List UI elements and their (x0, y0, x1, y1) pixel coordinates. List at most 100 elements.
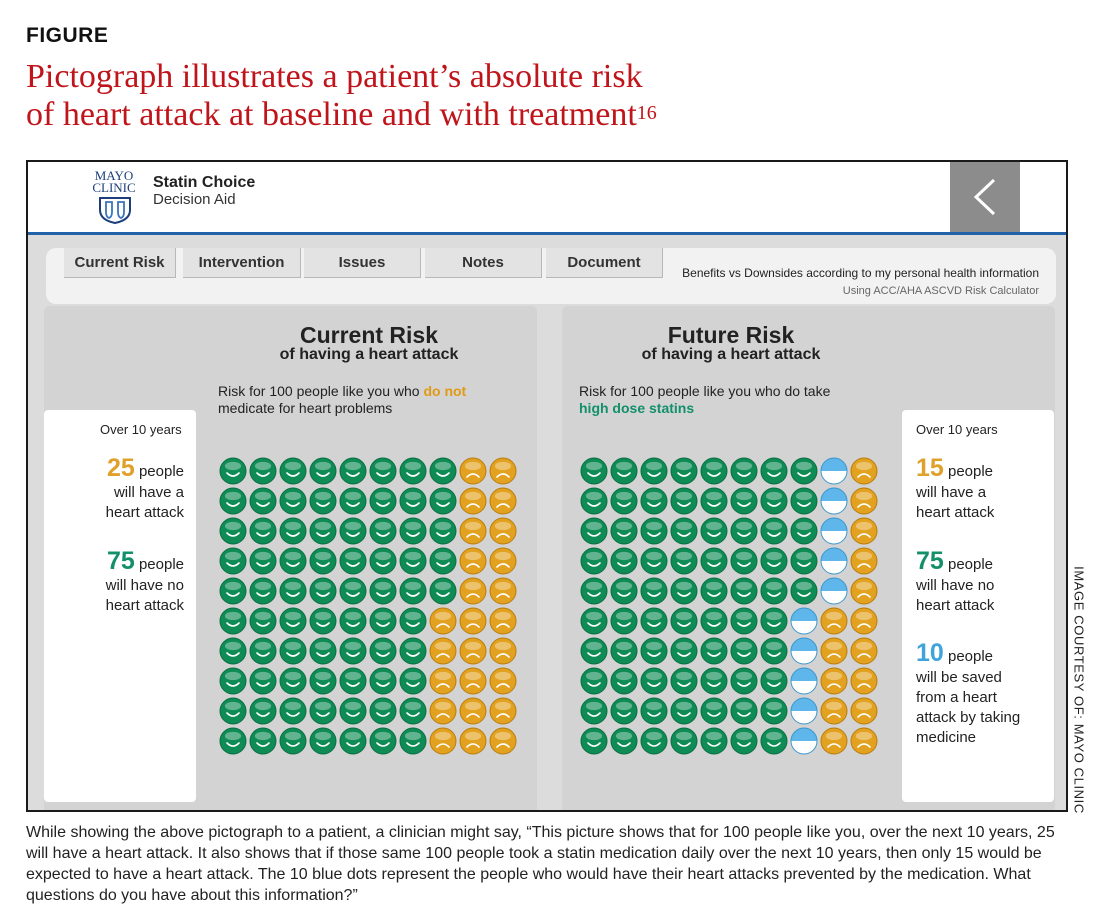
current-stat-no-heart-attack: 75 people will have no heart attack (54, 547, 184, 616)
green-face-marker (399, 697, 427, 725)
green-face-marker (700, 697, 728, 725)
green-face-marker (399, 517, 427, 545)
future-stat2-line3: heart attack (916, 597, 995, 614)
green-face-marker (640, 607, 668, 635)
current-stat2-line2: will have no (105, 577, 184, 594)
orange-face-marker (850, 457, 878, 485)
green-face-marker (369, 637, 397, 665)
orange-face-marker (459, 517, 487, 545)
green-face-marker (339, 697, 367, 725)
blue-face-marker (790, 607, 818, 635)
green-face-marker (339, 487, 367, 515)
green-face-marker (279, 637, 307, 665)
green-face-marker (219, 457, 247, 485)
orange-face-marker (489, 727, 517, 755)
future-risk-pictograph (580, 457, 878, 755)
green-face-marker (640, 457, 668, 485)
green-face-marker (730, 637, 758, 665)
future-card-header: Over 10 years (916, 422, 998, 437)
green-face-marker (700, 487, 728, 515)
orange-face-marker (459, 727, 487, 755)
green-face-marker (760, 697, 788, 725)
green-face-marker (670, 607, 698, 635)
tab-intervention[interactable]: Intervention (183, 248, 301, 278)
figure-title-line1: Pictograph illustrates a patient’s absol… (26, 58, 643, 95)
blue-face-marker (790, 727, 818, 755)
blue-face-marker (820, 577, 848, 605)
back-button[interactable] (950, 162, 1020, 232)
green-face-marker (219, 517, 247, 545)
green-face-marker (670, 577, 698, 605)
nav-panel: Current Risk Intervention Issues Notes D… (46, 248, 1056, 304)
current-stat1-line3: heart attack (105, 504, 184, 521)
green-face-marker (730, 667, 758, 695)
green-face-marker (760, 667, 788, 695)
green-face-marker (399, 637, 427, 665)
green-face-marker (279, 697, 307, 725)
green-face-marker (399, 487, 427, 515)
tab-issues[interactable]: Issues (304, 248, 421, 278)
future-risk-subtitle: of having a heart attack (641, 346, 821, 363)
green-face-marker (640, 577, 668, 605)
orange-face-marker (459, 547, 487, 575)
orange-face-marker (850, 517, 878, 545)
tab-notes[interactable]: Notes (425, 248, 542, 278)
green-face-marker (580, 607, 608, 635)
orange-face-marker (459, 637, 487, 665)
green-face-marker (309, 607, 337, 635)
green-face-marker (339, 577, 367, 605)
green-face-marker (610, 577, 638, 605)
orange-face-marker (459, 697, 487, 725)
tab-document[interactable]: Document (546, 248, 663, 278)
green-face-marker (730, 487, 758, 515)
green-face-marker (610, 547, 638, 575)
green-face-marker (760, 457, 788, 485)
green-face-marker (249, 697, 277, 725)
current-stat1-word: people (138, 463, 184, 480)
current-stat2-number: 75 (106, 547, 135, 575)
green-face-marker (249, 487, 277, 515)
green-face-marker (369, 547, 397, 575)
green-face-marker (429, 577, 457, 605)
green-face-marker (399, 457, 427, 485)
orange-face-marker (459, 487, 487, 515)
green-face-marker (580, 547, 608, 575)
blue-face-marker (820, 487, 848, 515)
green-face-marker (219, 667, 247, 695)
tab-current-risk[interactable]: Current Risk (64, 248, 176, 278)
current-stat2-word: people (138, 556, 184, 573)
green-face-marker (700, 457, 728, 485)
blue-face-marker (820, 457, 848, 485)
green-face-marker (730, 517, 758, 545)
current-risk-summary-card: Over 10 years 25 people will have a hear… (44, 410, 196, 802)
orange-face-marker (489, 487, 517, 515)
green-face-marker (580, 697, 608, 725)
mayo-clinic-logo: MAYO CLINIC (84, 168, 144, 224)
orange-face-marker (850, 637, 878, 665)
future-stat2-number: 75 (916, 547, 944, 575)
blue-face-marker (790, 667, 818, 695)
orange-face-marker (459, 577, 487, 605)
app-title: Statin Choice (153, 174, 256, 191)
green-face-marker (429, 487, 457, 515)
green-face-marker (610, 697, 638, 725)
green-face-marker (610, 667, 638, 695)
green-face-marker (219, 607, 247, 635)
green-face-marker (580, 577, 608, 605)
figure-title: Pictograph illustrates a patient’s absol… (26, 58, 926, 134)
future-stat3-line4: attack by taking (916, 709, 1021, 726)
chevron-left-icon (973, 178, 996, 216)
green-face-marker (580, 457, 608, 485)
green-face-marker (640, 667, 668, 695)
green-face-marker (219, 577, 247, 605)
green-face-marker (309, 487, 337, 515)
current-risk-description: Risk for 100 people like you who do not … (218, 383, 518, 417)
green-face-marker (730, 457, 758, 485)
future-stat3-line2: will be saved (916, 669, 1002, 686)
green-face-marker (369, 607, 397, 635)
green-face-marker (369, 667, 397, 695)
green-face-marker (670, 637, 698, 665)
green-face-marker (670, 697, 698, 725)
future-risk-summary-card: Over 10 years 15 people will have a hear… (902, 410, 1054, 802)
green-face-marker (640, 727, 668, 755)
